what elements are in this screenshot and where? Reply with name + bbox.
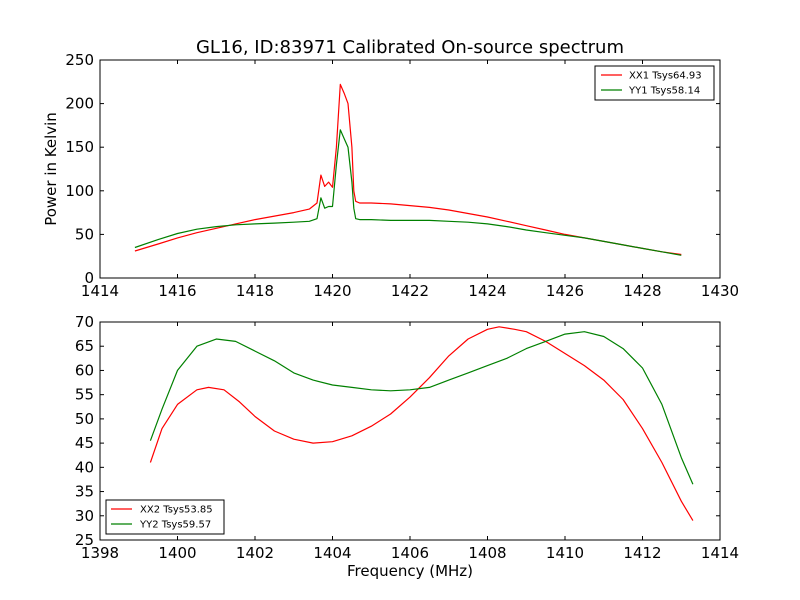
bottom-plot-x-tick-label-2: 1402 — [236, 544, 274, 562]
bottom-plot-x-tick-label-6: 1410 — [546, 544, 584, 562]
top-plot-y-tick-label-1: 50 — [75, 225, 94, 243]
bottom-plot-legend: XX2 Tsys53.85 YY2 Tsys59.57 — [105, 499, 225, 535]
top-plot: 1414 1416 1418 1420 1422 1424 1426 1428 1430 0 50 1… — [42, 51, 739, 300]
bottom-plot-legend-label-xx2: XX2 Tsys53.85 — [140, 505, 213, 516]
bottom-plot-series-line-1 — [149, 331, 694, 485]
top-plot-y-tick-label-0: 0 — [84, 269, 94, 287]
top-plot-x-tick-label-1: 1416 — [158, 282, 196, 300]
bottom-plot-y-tick-label-8: 65 — [75, 337, 94, 355]
bottom-plot-y-tick-label-4: 45 — [75, 434, 94, 452]
top-plot-x-tick-label-0: 1414 — [81, 282, 119, 300]
bottom-plot-ticks: 1398 1400 1402 1404 1406 1408 1410 1412 1414 25 30… — [75, 313, 739, 562]
bottom-plot-x-tick-label-0: 1398 — [81, 544, 119, 562]
top-plot-series-group — [134, 83, 682, 256]
bottom-plot-y-tick-label-9: 70 — [75, 313, 94, 331]
top-plot-legend-label-yy1: YY1 Tsys58.14 — [628, 86, 700, 97]
top-plot-legend: XX1 Tsys64.93 YY1 Tsys58.14 — [594, 65, 715, 101]
top-plot-x-tick-label-7: 1428 — [623, 282, 661, 300]
bottom-plot-y-tick-label-3: 40 — [75, 458, 94, 476]
bottom-plot-x-tick-label-7: 1412 — [623, 544, 661, 562]
top-plot-series-line-1 — [134, 129, 682, 256]
bottom-plot: 1398 1400 1402 1404 1406 1408 1410 1412 1414 25 30… — [75, 313, 739, 580]
top-plot-y-tick-label-2: 100 — [65, 182, 94, 200]
top-plot-legend-label-xx1: XX1 Tsys64.93 — [629, 71, 702, 82]
top-plot-ylabel: Power in Kelvin — [42, 112, 60, 226]
bottom-plot-x-tick-label-4: 1406 — [391, 544, 429, 562]
top-plot-x-tick-label-3: 1420 — [313, 282, 351, 300]
top-plot-series-line-0 — [134, 83, 682, 256]
bottom-plot-y-tick-label-5: 50 — [75, 410, 94, 428]
bottom-plot-y-tick-label-6: 55 — [75, 386, 94, 404]
chart-title: GL16, ID:83971 Calibrated On-source spec… — [196, 37, 624, 58]
bottom-plot-series-line-0 — [149, 326, 694, 521]
top-plot-x-tick-label-4: 1422 — [391, 282, 429, 300]
top-plot-legend-box — [594, 65, 715, 101]
bottom-plot-x-tick-label-3: 1404 — [313, 544, 351, 562]
bottom-plot-legend-box — [105, 499, 225, 535]
bottom-plot-x-tick-label-1: 1400 — [158, 544, 196, 562]
bottom-plot-x-tick-label-5: 1408 — [468, 544, 506, 562]
bottom-plot-x-tick-label-8: 1414 — [701, 544, 739, 562]
bottom-plot-series-group — [149, 326, 694, 521]
top-plot-ticks: 1414 1416 1418 1420 1422 1424 1426 1428 1430 0 50 1… — [65, 51, 739, 300]
bottom-plot-y-tick-label-7: 60 — [75, 361, 94, 379]
top-plot-y-tick-label-4: 200 — [65, 95, 94, 113]
bottom-plot-xlabel: Frequency (MHz) — [347, 562, 473, 580]
top-plot-x-tick-label-6: 1426 — [546, 282, 584, 300]
top-plot-x-tick-label-2: 1418 — [236, 282, 274, 300]
top-plot-y-tick-label-5: 250 — [65, 51, 94, 69]
top-plot-x-tick-label-8: 1430 — [701, 282, 739, 300]
top-plot-x-tick-label-5: 1424 — [468, 282, 506, 300]
bottom-plot-y-tick-label-0: 25 — [75, 531, 94, 549]
bottom-plot-y-tick-label-1: 30 — [75, 507, 94, 525]
bottom-plot-legend-label-yy2: YY2 Tsys59.57 — [139, 520, 211, 531]
bottom-plot-y-tick-label-2: 35 — [75, 483, 94, 501]
top-plot-y-tick-label-3: 150 — [65, 138, 94, 156]
